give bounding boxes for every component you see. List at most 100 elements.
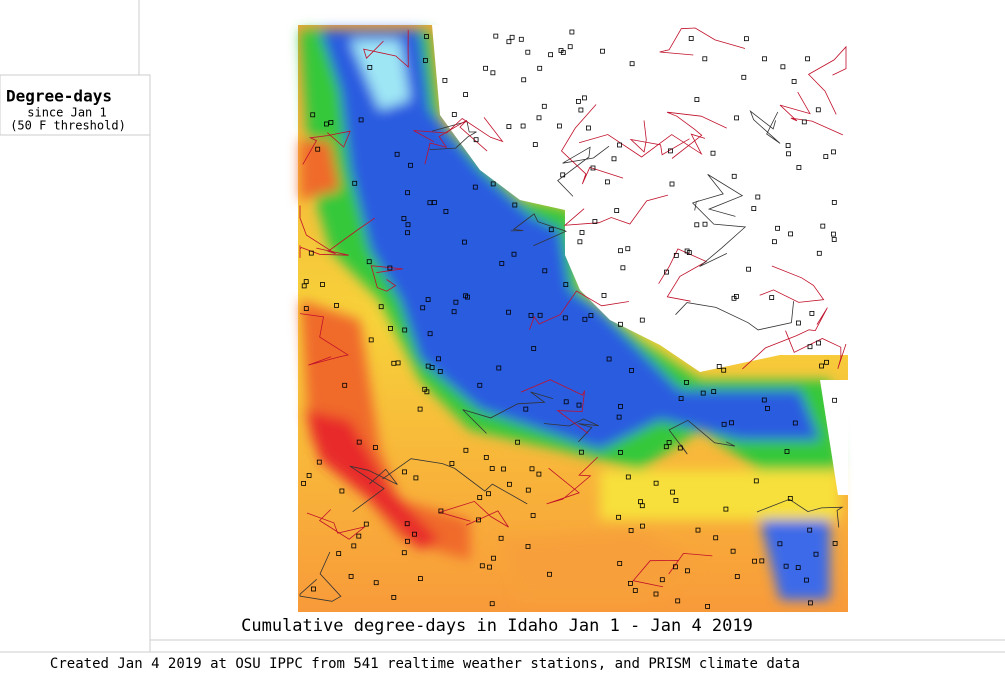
station-marker xyxy=(499,261,505,266)
road xyxy=(546,456,598,505)
station-marker xyxy=(772,239,777,245)
station-marker xyxy=(576,402,582,408)
station-marker xyxy=(472,184,478,190)
station-marker xyxy=(339,488,345,494)
station-marker xyxy=(600,48,605,54)
stations xyxy=(301,29,838,609)
station-marker xyxy=(831,231,836,237)
station-marker xyxy=(453,299,459,305)
station-marker xyxy=(451,112,457,117)
station-marker xyxy=(578,107,584,113)
station-marker xyxy=(402,469,407,475)
station-marker xyxy=(531,346,537,351)
station-marker xyxy=(334,302,339,308)
station-marker xyxy=(723,506,729,512)
station-marker xyxy=(673,564,678,570)
station-marker xyxy=(678,396,684,402)
station-marker xyxy=(442,78,448,83)
station-marker xyxy=(807,344,813,350)
road xyxy=(759,265,825,303)
station-marker xyxy=(311,586,316,592)
station-marker xyxy=(741,74,747,80)
outside-area xyxy=(820,380,848,495)
road xyxy=(807,45,847,115)
station-marker xyxy=(541,103,547,109)
station-marker xyxy=(356,439,362,445)
station-marker xyxy=(496,365,502,371)
station-marker xyxy=(686,250,692,256)
station-marker xyxy=(694,97,700,102)
station-marker xyxy=(303,279,309,285)
station-marker xyxy=(404,521,410,527)
county-line xyxy=(668,419,736,455)
station-marker xyxy=(490,181,496,187)
station-marker xyxy=(783,563,789,569)
station-marker xyxy=(476,517,481,523)
station-marker xyxy=(320,282,325,287)
station-marker xyxy=(632,588,638,593)
station-marker xyxy=(601,292,607,298)
station-marker xyxy=(493,33,499,39)
station-marker xyxy=(815,107,821,113)
map-caption: Cumulative degree-days in Idaho Jan 1 - … xyxy=(241,616,753,636)
station-marker xyxy=(401,216,407,221)
station-marker xyxy=(831,199,837,205)
station-marker xyxy=(791,79,797,84)
county-line xyxy=(543,418,599,443)
station-marker xyxy=(807,527,813,533)
road xyxy=(299,205,376,255)
station-marker xyxy=(780,64,786,70)
station-marker xyxy=(463,447,469,453)
station-marker xyxy=(404,538,410,544)
station-marker xyxy=(438,508,444,514)
station-marker xyxy=(721,367,727,373)
station-marker xyxy=(805,56,810,62)
station-marker xyxy=(677,445,683,451)
station-marker xyxy=(765,405,770,411)
station-marker xyxy=(792,420,798,426)
station-marker xyxy=(486,491,491,497)
station-marker xyxy=(315,146,321,152)
station-marker xyxy=(449,461,455,466)
station-marker xyxy=(702,56,708,62)
station-marker xyxy=(511,251,517,257)
station-marker xyxy=(557,123,562,129)
station-marker xyxy=(625,474,631,480)
station-marker xyxy=(795,565,801,570)
station-marker xyxy=(786,151,791,157)
station-marker xyxy=(628,528,634,533)
station-marker xyxy=(521,77,527,83)
station-marker xyxy=(405,190,411,196)
station-marker xyxy=(342,382,348,388)
station-marker xyxy=(491,555,496,561)
station-marker xyxy=(310,112,316,118)
station-marker xyxy=(618,248,623,254)
station-marker xyxy=(558,48,564,53)
station-marker xyxy=(625,246,631,252)
station-marker xyxy=(694,222,700,228)
station-marker xyxy=(367,65,373,70)
county-line xyxy=(299,551,342,602)
station-marker xyxy=(394,151,400,157)
station-marker xyxy=(816,250,822,256)
station-marker xyxy=(451,309,457,315)
station-marker xyxy=(669,181,675,187)
station-marker xyxy=(548,227,554,233)
station-marker xyxy=(664,269,669,275)
road xyxy=(299,313,350,366)
station-marker xyxy=(328,120,334,125)
station-marker xyxy=(582,95,587,101)
station-marker xyxy=(560,172,566,178)
legend-box xyxy=(0,74,151,136)
county-line xyxy=(382,458,528,505)
station-marker xyxy=(670,489,675,495)
station-marker xyxy=(819,363,824,369)
station-marker xyxy=(734,574,740,579)
station-marker xyxy=(547,571,552,577)
station-marker xyxy=(427,331,433,337)
station-marker xyxy=(673,252,679,258)
station-marker xyxy=(579,449,584,455)
station-marker xyxy=(588,313,594,319)
road xyxy=(666,111,727,159)
station-marker xyxy=(412,531,417,537)
